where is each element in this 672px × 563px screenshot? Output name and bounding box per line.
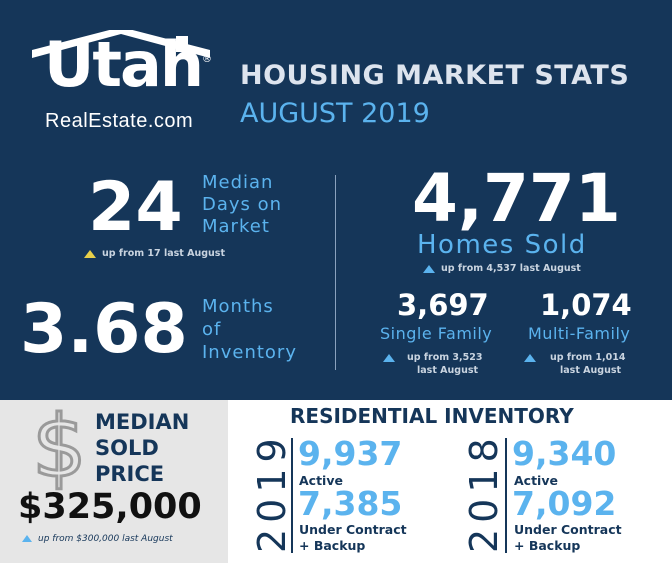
- page-title: HOUSING MARKET STATS: [240, 60, 630, 91]
- days-on-market-label: Median Days on Market: [202, 172, 283, 237]
- single-family-note: up from 3,523 last August: [383, 351, 482, 377]
- stats-divider: [335, 175, 336, 370]
- homes-sold-value: 4,771: [412, 160, 621, 237]
- median-price-note: up from $300,000 last August: [22, 534, 173, 544]
- logo-subtitle: RealEstate.com: [45, 110, 194, 132]
- inventory-2018-contract-value: 7,092: [512, 484, 617, 523]
- days-on-market-note: up from 17 last August: [84, 248, 225, 259]
- inventory-title: RESIDENTIAL INVENTORY: [290, 404, 574, 428]
- house-roof-icon: [32, 30, 210, 58]
- inventory-year-2019: 2019: [250, 432, 294, 553]
- up-arrow-icon: [423, 264, 435, 273]
- inventory-2019-active-label: Active: [299, 473, 343, 488]
- inventory-divider-2018: [505, 438, 507, 553]
- months-inventory-value: 3.68: [20, 290, 188, 369]
- inventory-2018-active-label: Active: [514, 473, 558, 488]
- median-price-title-1: MEDIAN: [95, 410, 190, 434]
- median-price-title-3: PRICE: [95, 462, 165, 486]
- inventory-2019-contract-label: Under Contract + Backup: [299, 522, 407, 553]
- logo-registered-mark: ®: [202, 54, 212, 65]
- multi-family-note: up from 1,014 last August: [524, 351, 625, 377]
- inventory-2018-contract-label: Under Contract + Backup: [514, 522, 622, 553]
- up-arrow-icon: [383, 353, 395, 362]
- up-arrow-icon: [84, 249, 96, 258]
- months-inventory-label: Months of Inventory: [202, 296, 297, 363]
- multi-family-label: Multi-Family: [528, 324, 631, 343]
- dollar-sign-icon: $: [31, 397, 89, 497]
- homes-sold-note: up from 4,537 last August: [423, 263, 581, 274]
- up-arrow-icon: [22, 535, 32, 542]
- page-month: AUGUST 2019: [240, 98, 430, 129]
- inventory-2019-contract-value: 7,385: [298, 484, 403, 523]
- homes-sold-label: Homes Sold: [417, 230, 587, 260]
- up-arrow-icon: [524, 353, 536, 362]
- inventory-divider-2019: [291, 438, 293, 553]
- multi-family-value: 1,074: [540, 288, 632, 322]
- inventory-year-2018: 2018: [462, 432, 506, 553]
- median-price-panel: [0, 400, 228, 563]
- logo-brand: Utah: [44, 28, 204, 101]
- median-price-title-2: SOLD: [95, 436, 159, 460]
- stats-banner: [0, 0, 672, 400]
- median-price-value: $325,000: [18, 487, 202, 527]
- inventory-2019-active-value: 9,937: [298, 434, 403, 473]
- days-on-market-value: 24: [88, 168, 183, 247]
- single-family-label: Single Family: [380, 324, 493, 343]
- inventory-2018-active-value: 9,340: [512, 434, 617, 473]
- single-family-value: 3,697: [397, 288, 489, 322]
